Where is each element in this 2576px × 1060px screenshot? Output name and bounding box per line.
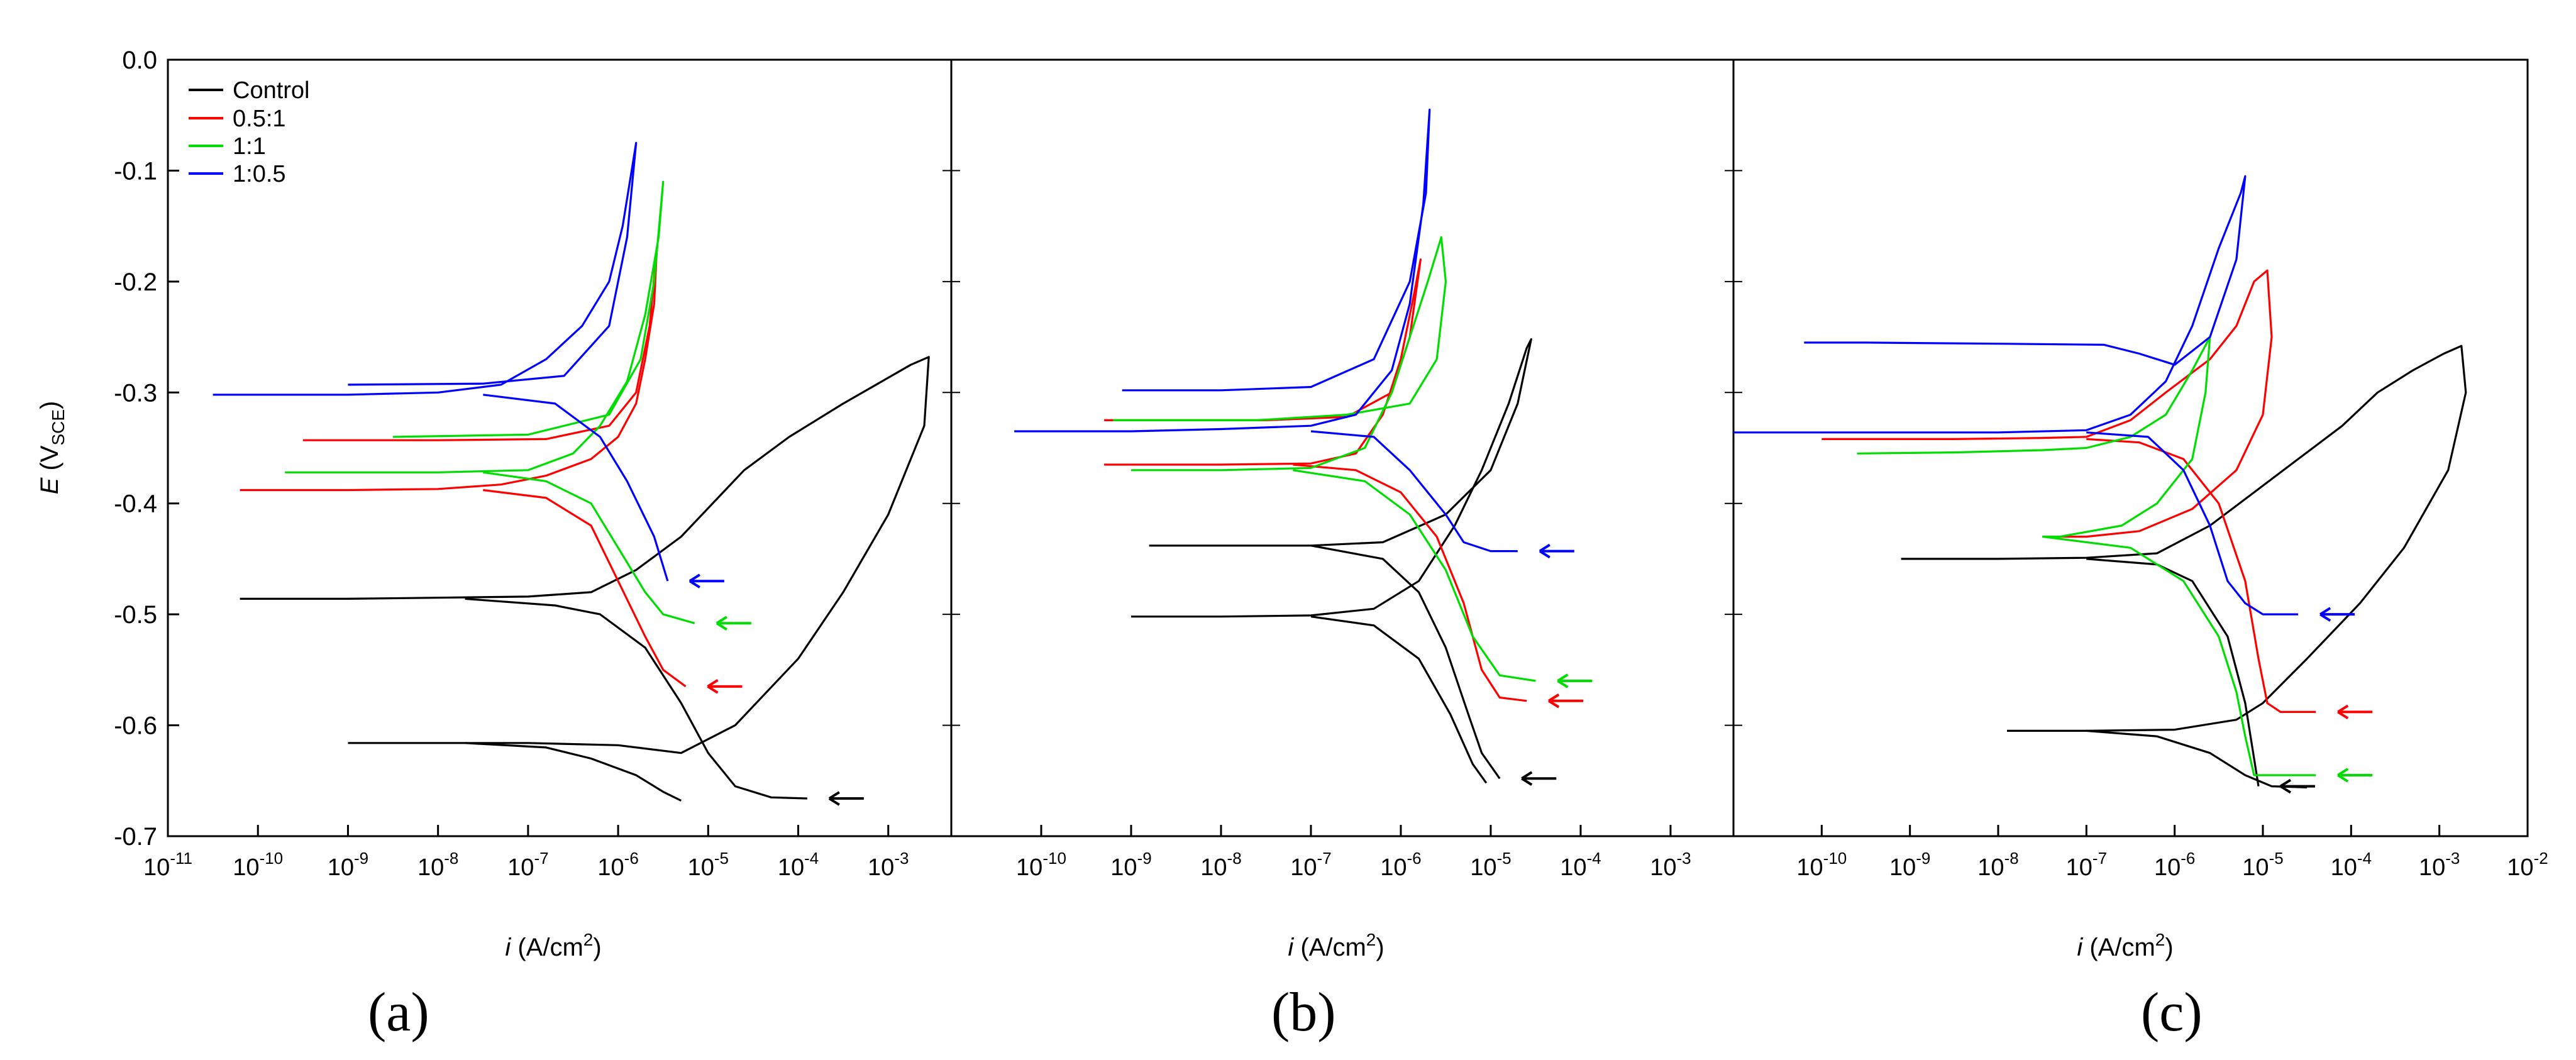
curve-c-0.5-1-0 bbox=[1821, 269, 2273, 538]
x-tick-label-a-1: 10-10 bbox=[233, 849, 283, 881]
x-tick-label-a-4: 10-7 bbox=[507, 849, 548, 881]
x-tick-label-b-7: 10-3 bbox=[1650, 849, 1691, 881]
x-tick-label-a-5: 10-6 bbox=[597, 849, 638, 881]
panel-a: 10-11 10-10 10-9 10-8 10-7 10-6 10-5 10-4 10-3 bbox=[143, 141, 930, 881]
arrow-c-1-0.5 bbox=[2319, 607, 2355, 622]
curve-a-1-0.5-0 bbox=[213, 141, 638, 396]
arrow-a-1-0.5 bbox=[688, 573, 724, 588]
x-tick-label-c-0: 10-10 bbox=[1796, 849, 1847, 881]
y-axis-ticks: 0.0 -0.1 -0.2 -0.3 -0.4 -0.5 -0.6 -0.7 bbox=[114, 47, 1742, 851]
arrow-b-0.5-1 bbox=[1548, 693, 1584, 709]
x-axis-label-b: i (A/cm2) bbox=[1288, 930, 1384, 961]
curve-c-control-2 bbox=[2086, 729, 2308, 788]
curve-b-1-1-1 bbox=[1293, 469, 1536, 682]
curve-c-1-1-1 bbox=[2042, 536, 2316, 776]
x-tick-label-b-2: 10-8 bbox=[1200, 849, 1241, 881]
curve-a-1-0.5-1 bbox=[483, 394, 669, 582]
y-tick-label-0: 0.0 bbox=[122, 47, 157, 74]
y-tick-label-5: -0.5 bbox=[114, 601, 157, 629]
curve-c-control-0 bbox=[1901, 345, 2467, 732]
x-tick-label-a-6: 10-5 bbox=[688, 849, 729, 881]
x-tick-label-c-3: 10-7 bbox=[2066, 849, 2107, 881]
arrow-b-control bbox=[1521, 771, 1557, 786]
arrow-b-1-1 bbox=[1557, 673, 1593, 688]
plot-frame bbox=[167, 58, 2529, 837]
y-tick-label-7: -0.7 bbox=[114, 823, 157, 851]
x-tick-label-b-1: 10-9 bbox=[1110, 849, 1151, 881]
curve-b-control-0 bbox=[1131, 338, 1532, 618]
y-tick-label-2: -0.2 bbox=[114, 268, 157, 296]
x-tick-label-b-4: 10-6 bbox=[1380, 849, 1421, 881]
x-tick-label-a-0: 10-11 bbox=[143, 849, 192, 881]
x-tick-label-b-3: 10-7 bbox=[1290, 849, 1331, 881]
y-tick-label-3: -0.3 bbox=[114, 379, 157, 407]
curve-c-1-1-0 bbox=[1857, 336, 2211, 538]
legend-label-control: Control bbox=[233, 77, 310, 104]
curve-c-1-0.5-1 bbox=[2086, 431, 2299, 616]
x-tick-label-c-6: 10-4 bbox=[2331, 849, 2372, 881]
arrow-c-1-1 bbox=[2337, 768, 2373, 783]
caption-b: (b) bbox=[1271, 982, 1336, 1043]
arrow-a-1-1 bbox=[716, 616, 751, 631]
arrow-a-control bbox=[828, 791, 864, 806]
curve-b-1-0.5-0 bbox=[1014, 108, 1431, 433]
x-tick-label-b-5: 10-5 bbox=[1470, 849, 1511, 881]
curve-a-0.5-1-1 bbox=[483, 489, 687, 688]
arrow-b-1-0.5 bbox=[1539, 543, 1574, 559]
x-tick-label-a-7: 10-4 bbox=[778, 849, 819, 881]
arrow-a-0.5-1 bbox=[707, 679, 743, 694]
x-tick-label-c-2: 10-8 bbox=[1977, 849, 2018, 881]
curve-b-control-2 bbox=[1310, 616, 1488, 784]
curve-a-1-1-1 bbox=[483, 471, 695, 624]
legend-label-1-0.5: 1:0.5 bbox=[233, 161, 286, 187]
curve-c-1-0.5-0 bbox=[1733, 175, 2247, 434]
x-tick-label-c-5: 10-5 bbox=[2242, 849, 2283, 881]
curve-b-1-0.5-1 bbox=[1310, 430, 1518, 553]
y-tick-label-6: -0.6 bbox=[114, 712, 157, 740]
y-axis-label: E (VSCE) bbox=[36, 401, 68, 495]
curve-a-control-0 bbox=[240, 356, 930, 754]
curve-a-1-1-0 bbox=[285, 180, 665, 473]
x-tick-label-c-7: 10-3 bbox=[2419, 849, 2460, 881]
legend: Control 0.5:1 1:1 1:0.5 bbox=[189, 77, 310, 187]
x-tick-label-c-4: 10-6 bbox=[2154, 849, 2195, 881]
curve-c-0.5-1-1 bbox=[2086, 438, 2316, 713]
arrow-c-control bbox=[2279, 778, 2315, 794]
y-tick-label-4: -0.4 bbox=[114, 490, 157, 518]
legend-label-0.5-1: 0.5:1 bbox=[233, 106, 286, 132]
x-tick-label-c-1: 10-9 bbox=[1889, 849, 1930, 881]
x-tick-label-a-3: 10-8 bbox=[417, 849, 458, 881]
x-tick-label-a-2: 10-9 bbox=[328, 849, 368, 881]
legend-label-1-1: 1:1 bbox=[233, 133, 266, 160]
panel-c: 10-10 10-9 10-8 10-7 10-6 10-5 10-4 10-3 10-2 bbox=[1733, 175, 2548, 881]
x-tick-label-b-0: 10-10 bbox=[1016, 849, 1066, 881]
curve-b-control-1 bbox=[1310, 544, 1501, 780]
x-tick-label-b-6: 10-4 bbox=[1560, 849, 1601, 881]
caption-a: (a) bbox=[368, 982, 429, 1043]
curve-a-0.5-1-0 bbox=[240, 247, 658, 492]
panels: 10-11 10-10 10-9 10-8 10-7 10-6 10-5 10-4 10-3 10… bbox=[143, 108, 2548, 881]
curve-b-0.5-1-1 bbox=[1293, 463, 1527, 702]
caption-c: (c) bbox=[2141, 982, 2203, 1043]
y-tick-label-1: -0.1 bbox=[114, 157, 157, 185]
panel-b: 10-10 10-9 10-8 10-7 10-6 10-5 10-4 10-3 bbox=[1014, 108, 1691, 881]
curve-a-control-2 bbox=[465, 742, 682, 802]
x-tick-label-c-8: 10-2 bbox=[2507, 849, 2548, 881]
curve-a-control-1 bbox=[465, 597, 807, 800]
x-tick-label-a-8: 10-3 bbox=[868, 849, 909, 881]
x-axis-label-a: i (A/cm2) bbox=[505, 930, 601, 961]
x-axis-label-c: i (A/cm2) bbox=[2077, 930, 2173, 961]
arrow-c-0.5-1 bbox=[2337, 704, 2373, 720]
